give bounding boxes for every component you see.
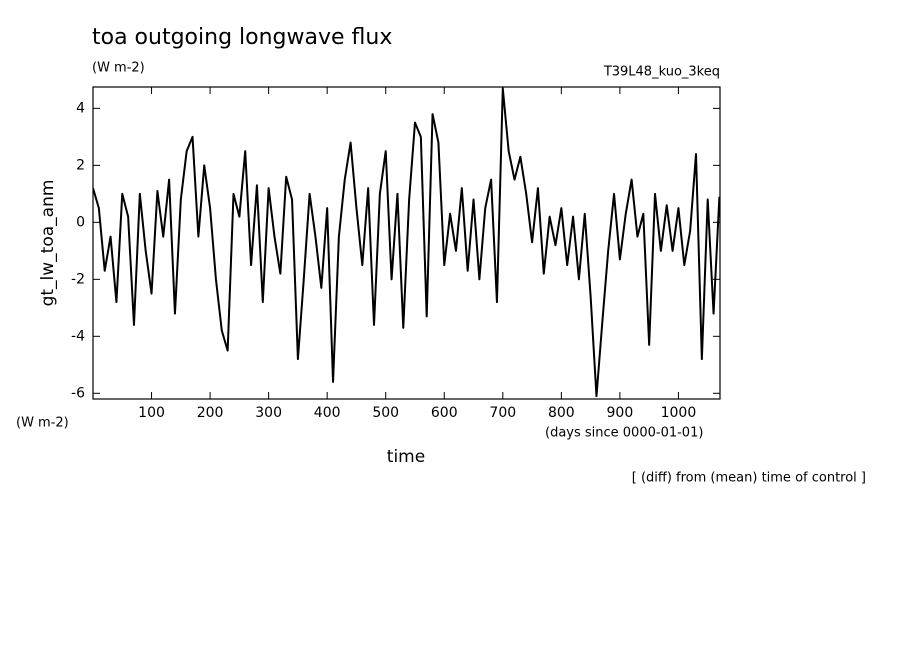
y-tick-label: 0: [76, 214, 85, 230]
subtitle: (W m-2): [92, 61, 145, 76]
y-units: (W m-2): [16, 416, 69, 431]
x-tick-label: 800: [548, 405, 575, 421]
x-units: (days since 0000-01-01): [545, 426, 703, 441]
x-tick-label: 700: [489, 405, 516, 421]
plot-frame: [92, 86, 721, 400]
x-tick-label: 600: [431, 405, 458, 421]
y-tick-label: 4: [76, 100, 85, 116]
run-label: T39L48_kuo_3keq: [603, 65, 720, 80]
x-axis-label: time: [387, 447, 425, 467]
y-tick-label: -6: [71, 385, 85, 401]
data-line: [93, 87, 720, 398]
y-tick-label: -2: [71, 271, 85, 287]
x-tick-label: 1000: [661, 405, 697, 421]
x-tick-label: 300: [255, 405, 282, 421]
x-tick-label: 900: [607, 405, 634, 421]
y-tick-label: -4: [71, 328, 85, 344]
x-tick-label: 400: [314, 405, 341, 421]
y-tick-label: 2: [76, 157, 85, 173]
x-tick-label: 500: [372, 405, 399, 421]
chart-title: toa outgoing longwave flux: [92, 25, 392, 50]
y-axis-label: gt_lw_toa_anm: [38, 180, 58, 307]
x-tick-label: 200: [197, 405, 224, 421]
x-tick-label: 100: [138, 405, 165, 421]
annotation: [ (diff) from (mean) time of control ]: [632, 471, 866, 486]
